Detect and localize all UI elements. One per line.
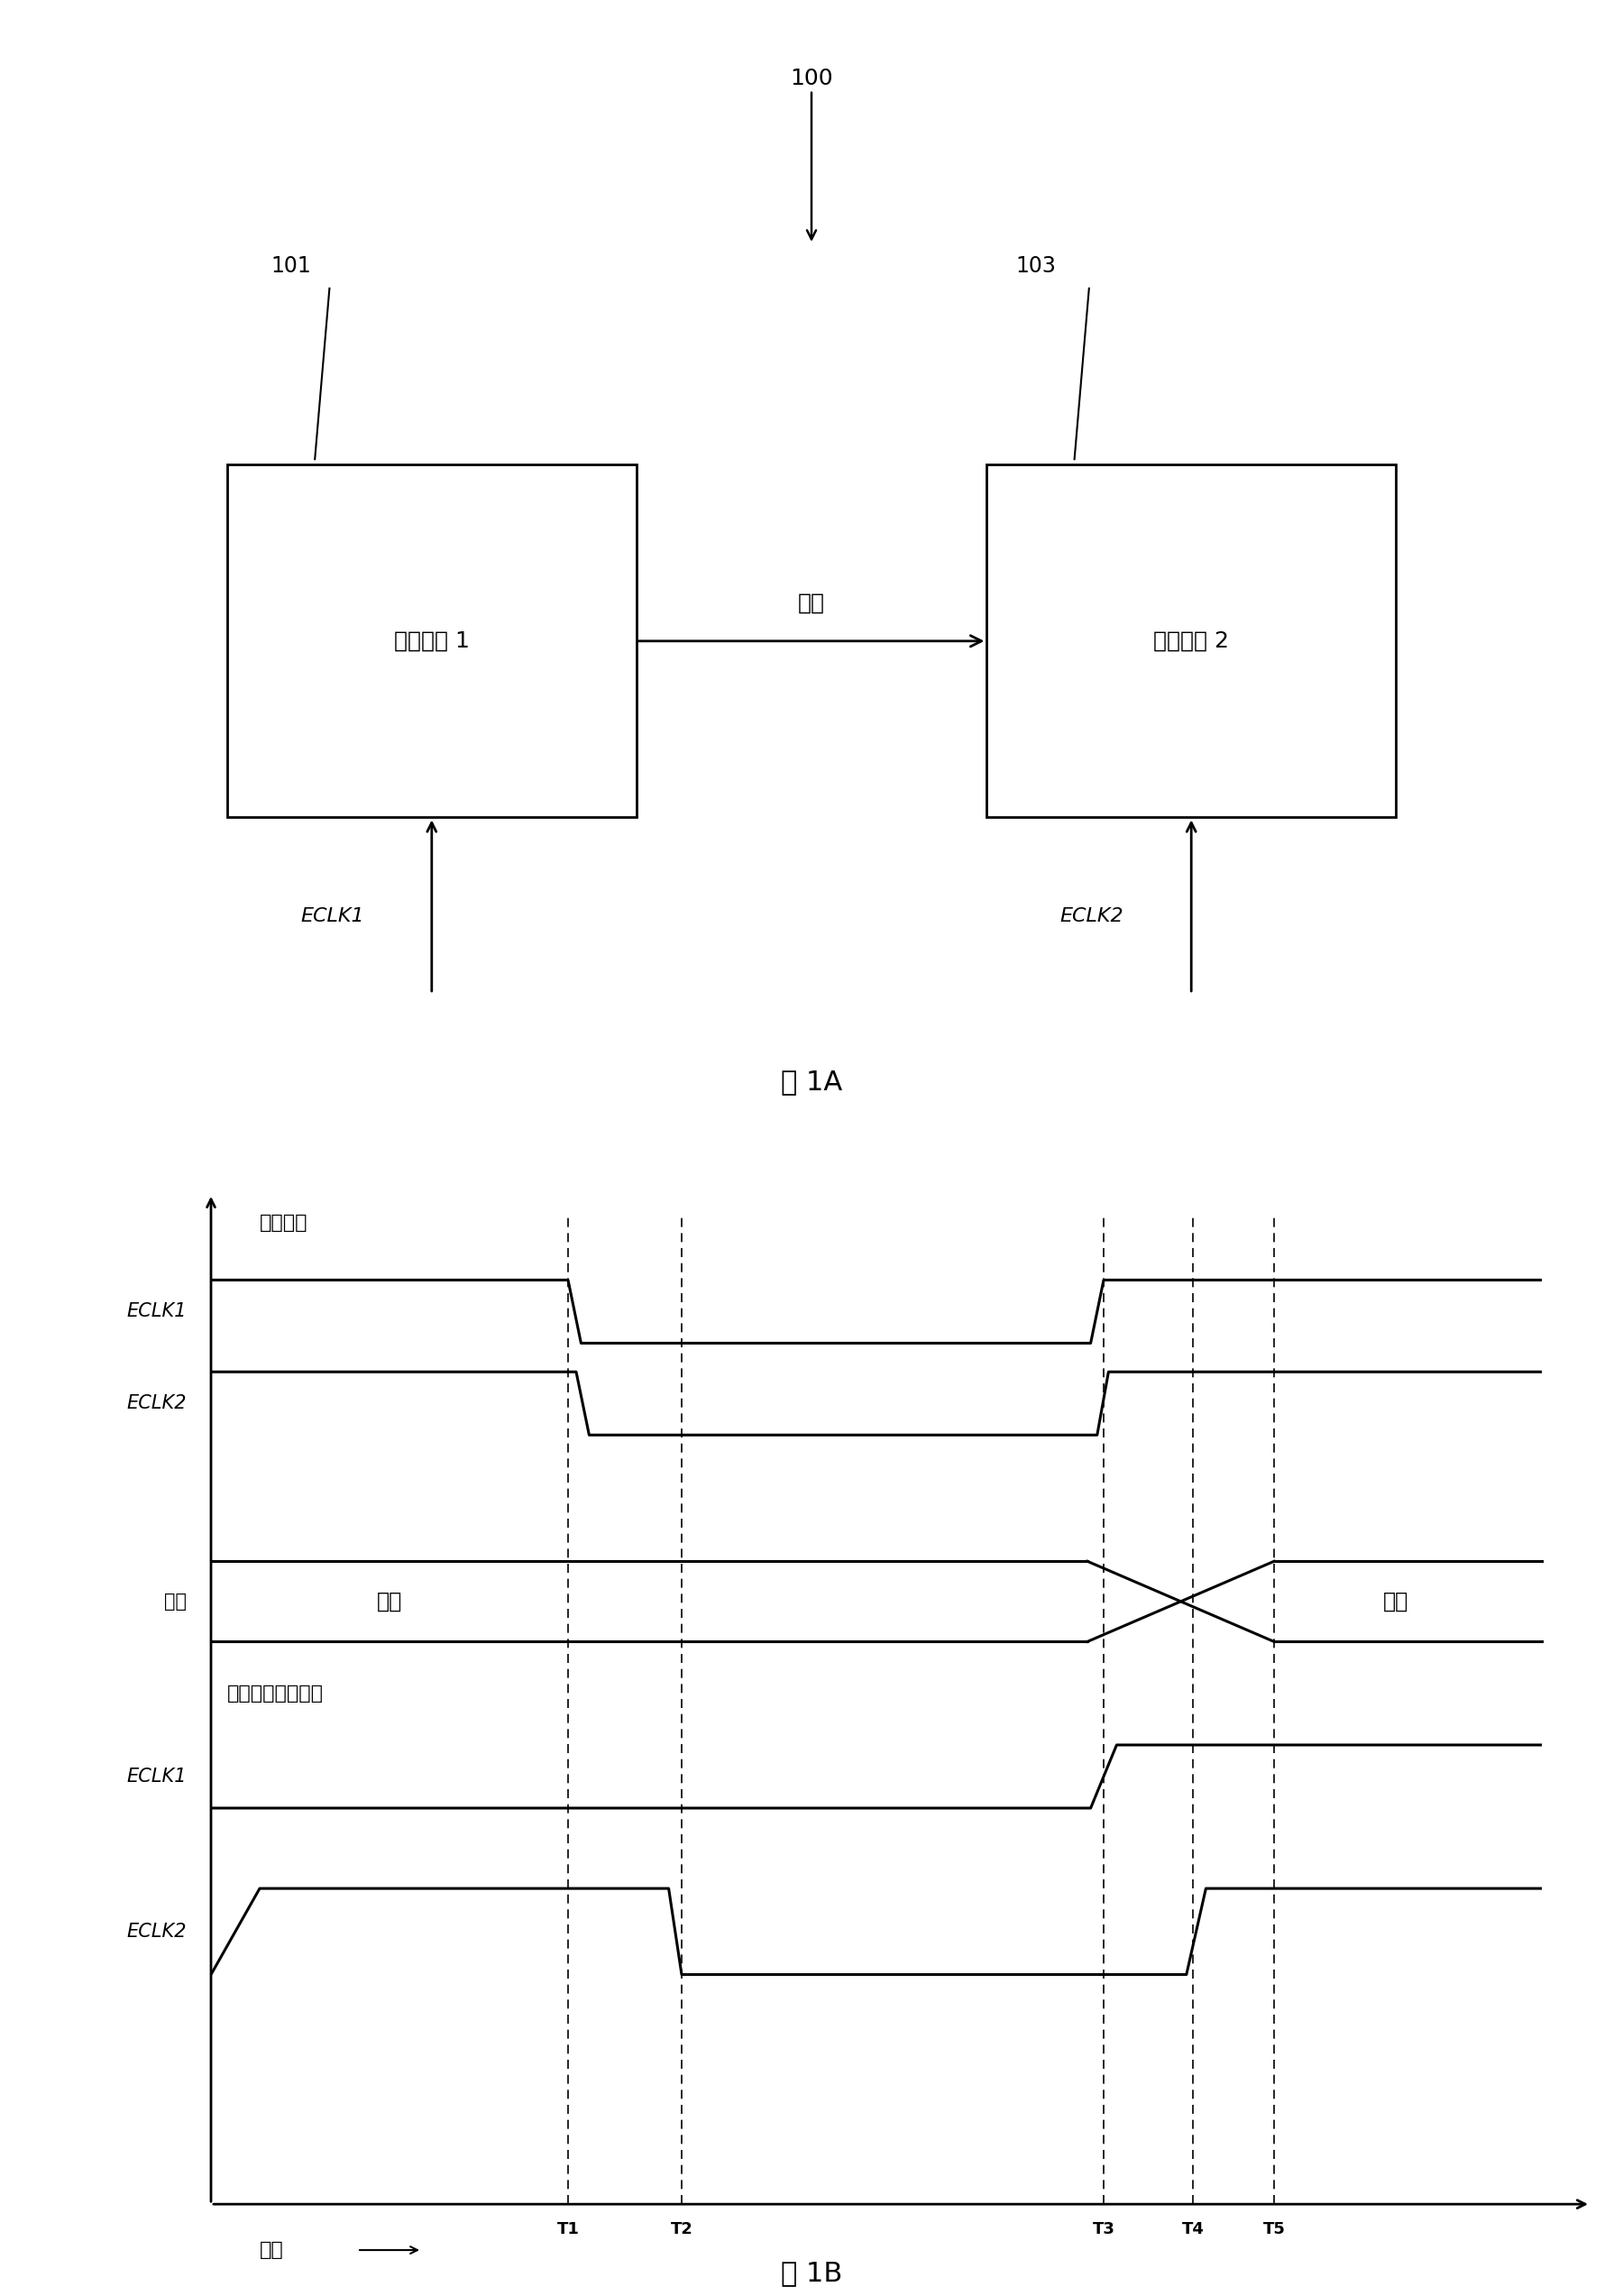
Text: 有效: 有效 [1383,1591,1409,1612]
Text: 时间: 时间 [260,2241,284,2259]
Text: ECLK2: ECLK2 [1060,907,1123,925]
Text: ECLK2: ECLK2 [127,1394,187,1412]
Text: T1: T1 [557,2223,579,2239]
Text: 具有相位差的时钟: 具有相位差的时钟 [227,1685,323,1701]
Text: 图 1B: 图 1B [781,2259,842,2287]
Text: ECLK1: ECLK1 [127,1302,187,1320]
Text: T3: T3 [1092,2223,1115,2239]
Text: 101: 101 [271,255,312,278]
Text: T5: T5 [1263,2223,1285,2239]
Text: 逻辑方块 2: 逻辑方块 2 [1154,629,1229,652]
Text: ECLK1: ECLK1 [127,1768,187,1786]
Text: 103: 103 [1016,255,1057,278]
Text: ECLK1: ECLK1 [300,907,364,925]
Text: 100: 100 [790,69,833,90]
Text: T2: T2 [670,2223,693,2239]
Bar [987,464,1396,817]
Text: 图 1A: 图 1A [781,1070,842,1095]
Bar [227,464,636,817]
Text: 数据: 数据 [164,1593,187,1609]
Text: 同步时钟: 同步时钟 [260,1215,308,1231]
Text: ECLK2: ECLK2 [127,1922,187,1940]
Text: 有效: 有效 [377,1591,403,1612]
Text: 逻辑方块 1: 逻辑方块 1 [394,629,469,652]
Text: T4: T4 [1182,2223,1204,2239]
Text: 数据: 数据 [799,592,824,613]
